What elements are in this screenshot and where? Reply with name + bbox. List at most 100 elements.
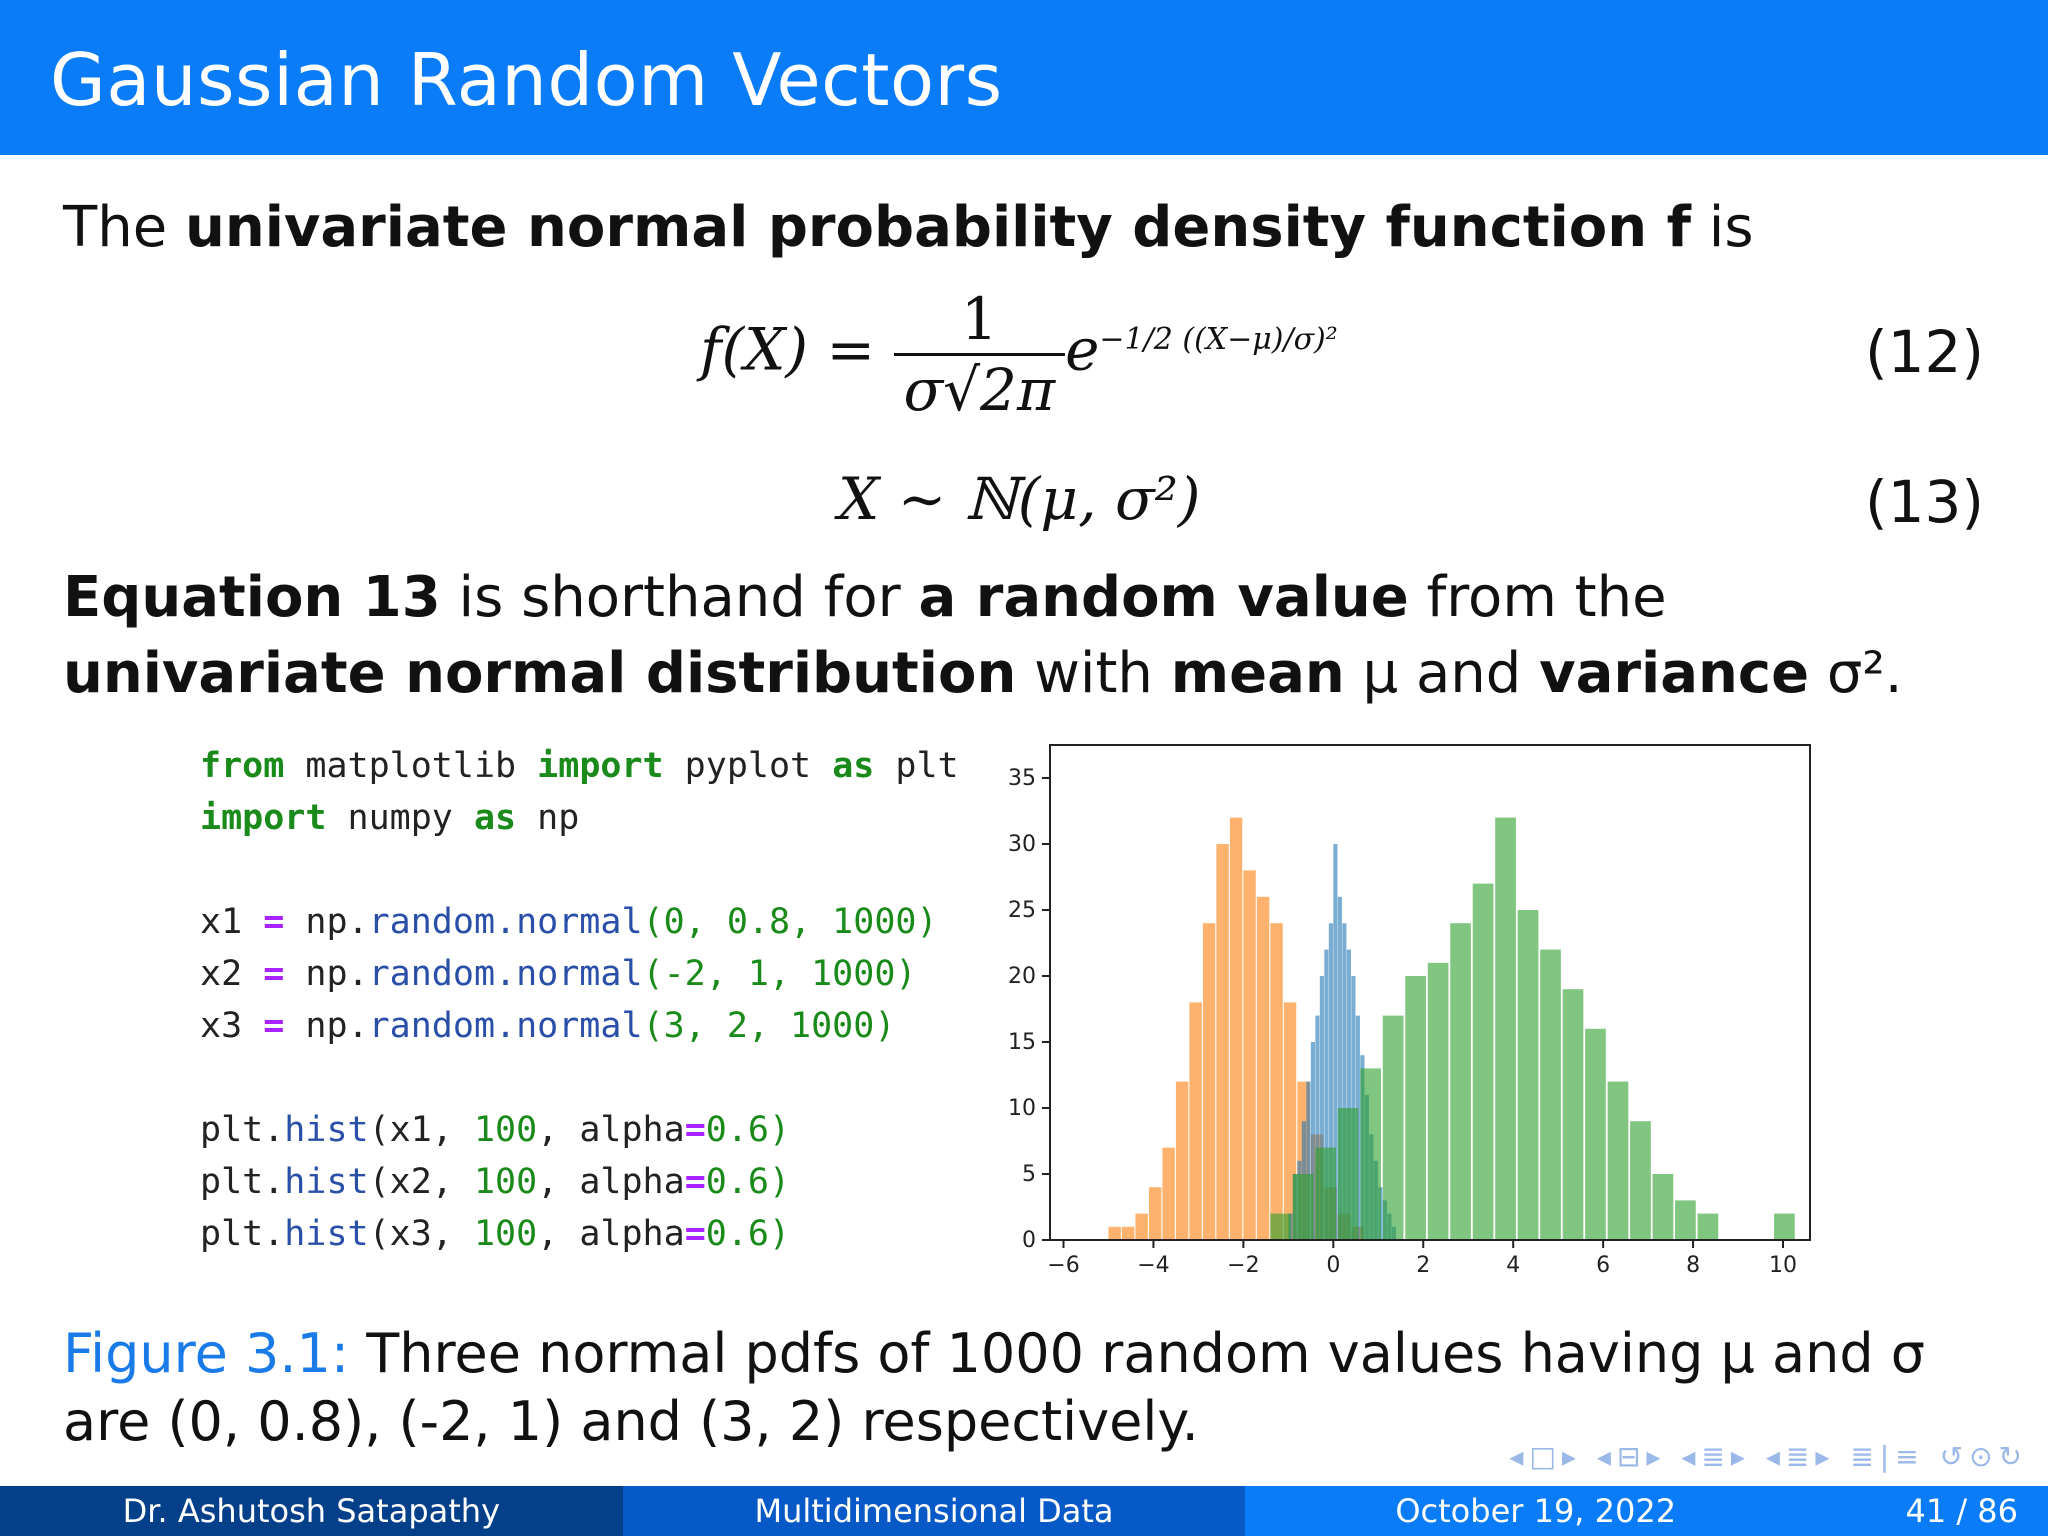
intro-sentence: The univariate normal probability densit… (63, 190, 1754, 266)
hist-bar (1697, 1213, 1719, 1240)
equation-13: X ∼ ℕ(μ, σ²) (838, 465, 1201, 533)
hist-bar (1337, 1108, 1359, 1240)
hist-bar (1405, 976, 1426, 1240)
hist-bar (1256, 896, 1270, 1240)
hist-bar (1315, 1015, 1320, 1240)
footer-author: Dr. Ashutosh Satapathy (0, 1486, 623, 1536)
hist-bar (1189, 1002, 1202, 1240)
eq12-lhs: f(X) = (700, 315, 876, 384)
footer-date-page: October 19, 2022 41 / 86 (1245, 1486, 2048, 1536)
hist-bar (1229, 817, 1243, 1240)
nav-toc-icon[interactable]: ≣|≡ (1850, 1440, 1925, 1473)
x-tick-label: −6 (1047, 1253, 1079, 1278)
desc-text-4: μ and (1344, 641, 1540, 706)
x-tick-label: −4 (1137, 1253, 1169, 1278)
footer-course: Multidimensional Data (622, 1486, 1246, 1536)
footer-page: 41 / 86 (1905, 1492, 2019, 1530)
hist-bar (1540, 949, 1561, 1240)
eq12-numerator: 1 (960, 285, 998, 353)
hist-bar (1315, 1147, 1337, 1240)
code-line-6: plt.hist(x1, 100, alpha=0.6) (200, 1110, 791, 1150)
search-icon[interactable]: ↺⊙↻ (1939, 1440, 2028, 1473)
figure-label: Figure 3.1: (63, 1322, 350, 1385)
hist-bar (1324, 949, 1329, 1240)
hist-bar (1175, 1081, 1189, 1240)
hist-bar (1495, 817, 1516, 1240)
nav-prev-frame-icon[interactable]: ◂□▸ (1509, 1440, 1582, 1473)
hist-bar (1108, 1226, 1121, 1240)
hist-bar (1319, 976, 1324, 1240)
footer-bar: Dr. Ashutosh Satapathy Multidimensional … (0, 1486, 2048, 1536)
x-tick-label: 10 (1769, 1253, 1797, 1278)
hist-bar (1517, 910, 1539, 1240)
hist-bar (1162, 1147, 1175, 1240)
footer-date: October 19, 2022 (1395, 1492, 1677, 1530)
eq13-number: (13) (1864, 468, 1984, 536)
desc-text-1: is shorthand for (440, 565, 919, 630)
code-block: from matplotlib import pyplot as plt impo… (200, 740, 959, 1260)
beamer-nav: ◂□▸ ◂⊟▸ ◂≣▸ ◂≣▸ ≣|≡ ↺⊙↻ (1509, 1440, 2028, 1473)
hist-bar (1342, 923, 1347, 1240)
hist-bar (1337, 896, 1342, 1240)
y-tick-label: 0 (1022, 1228, 1036, 1253)
nav-section-icon[interactable]: ◂≣▸ (1681, 1440, 1751, 1473)
description: Equation 13 is shorthand for a random va… (63, 560, 2003, 712)
desc-bold-2: a random value (918, 565, 1409, 630)
hist-bar (1333, 844, 1338, 1240)
footer-course-text: Multidimensional Data (754, 1492, 1114, 1530)
equation-12: f(X) = 1 σ√2π e−1/2 ((X−μ)/σ)² (700, 285, 1338, 424)
eq12-number: (12) (1864, 318, 1984, 386)
hist-bar (1360, 1068, 1381, 1240)
hist-bar (1774, 1213, 1795, 1240)
nav-subsection-icon[interactable]: ◂≣▸ (1765, 1440, 1836, 1473)
code-line-4: x2 = np.random.normal(-2, 1, 1000) (200, 954, 917, 994)
eq12-base: e (1065, 315, 1100, 384)
hist-bar (1243, 870, 1256, 1240)
title-bar: Gaussian Random Vectors (0, 0, 2048, 155)
nav-frame-icon[interactable]: ◂⊟▸ (1596, 1440, 1667, 1473)
desc-text-3: with (1016, 641, 1171, 706)
code-line-7: plt.hist(x2, 100, alpha=0.6) (200, 1162, 791, 1202)
y-tick-label: 35 (1008, 766, 1036, 791)
code-line-3: x1 = np.random.normal(0, 0.8, 1000) (200, 902, 938, 942)
code-blank-1 (200, 844, 959, 896)
hist-bar (1328, 923, 1333, 1240)
x-tick-label: 6 (1596, 1253, 1610, 1278)
figure-caption: Figure 3.1: Three normal pdfs of 1000 ra… (63, 1320, 2003, 1456)
x-tick-label: 8 (1686, 1253, 1700, 1278)
x-tick-label: 4 (1506, 1253, 1520, 1278)
desc-bold-5: variance (1539, 641, 1810, 706)
intro-bold: univariate normal probability density fu… (184, 195, 1691, 260)
eq12-denominator: σ√2π (893, 353, 1066, 424)
hist-bar (1306, 1081, 1311, 1240)
intro-text-end: is (1691, 195, 1754, 260)
hist-bar (1135, 1213, 1148, 1240)
hist-bar (1427, 962, 1449, 1240)
hist-bar (1121, 1226, 1135, 1240)
x-tick-label: 2 (1416, 1253, 1430, 1278)
hist-bar (1346, 949, 1351, 1240)
desc-bold-3: univariate normal distribution (63, 641, 1017, 706)
x-tick-label: 0 (1326, 1253, 1340, 1278)
code-line-8: plt.hist(x3, 100, alpha=0.6) (200, 1214, 791, 1254)
y-tick-label: 20 (1008, 964, 1036, 989)
hist-bar (1270, 1213, 1292, 1240)
desc-text-5: σ². (1809, 641, 1903, 706)
hist-bar (1675, 1200, 1696, 1240)
desc-bold-1: Equation 13 (63, 565, 441, 630)
y-tick-label: 25 (1008, 898, 1036, 923)
eq12-exponent: −1/2 ((X−μ)/σ)² (1099, 322, 1338, 358)
code-line-5: x3 = np.random.normal(3, 2, 1000) (200, 1006, 896, 1046)
histogram-chart: −6 −4 −2 0 2 4 6 8 10 0 5 10 15 20 25 30 35 (1008, 744, 1811, 1278)
code-blank-2 (200, 1052, 959, 1104)
intro-text: The (63, 195, 185, 260)
hist-bar (1270, 923, 1283, 1240)
hist-bar (1562, 989, 1584, 1240)
eq12-fraction: 1 σ√2π (893, 285, 1066, 424)
hist-bar (1202, 923, 1216, 1240)
hist-bar (1148, 1187, 1162, 1240)
hist-bar (1382, 1015, 1404, 1240)
desc-text-2: from the (1408, 565, 1667, 630)
chart-frame (1049, 744, 1811, 1241)
hist-bar (1585, 1028, 1606, 1240)
